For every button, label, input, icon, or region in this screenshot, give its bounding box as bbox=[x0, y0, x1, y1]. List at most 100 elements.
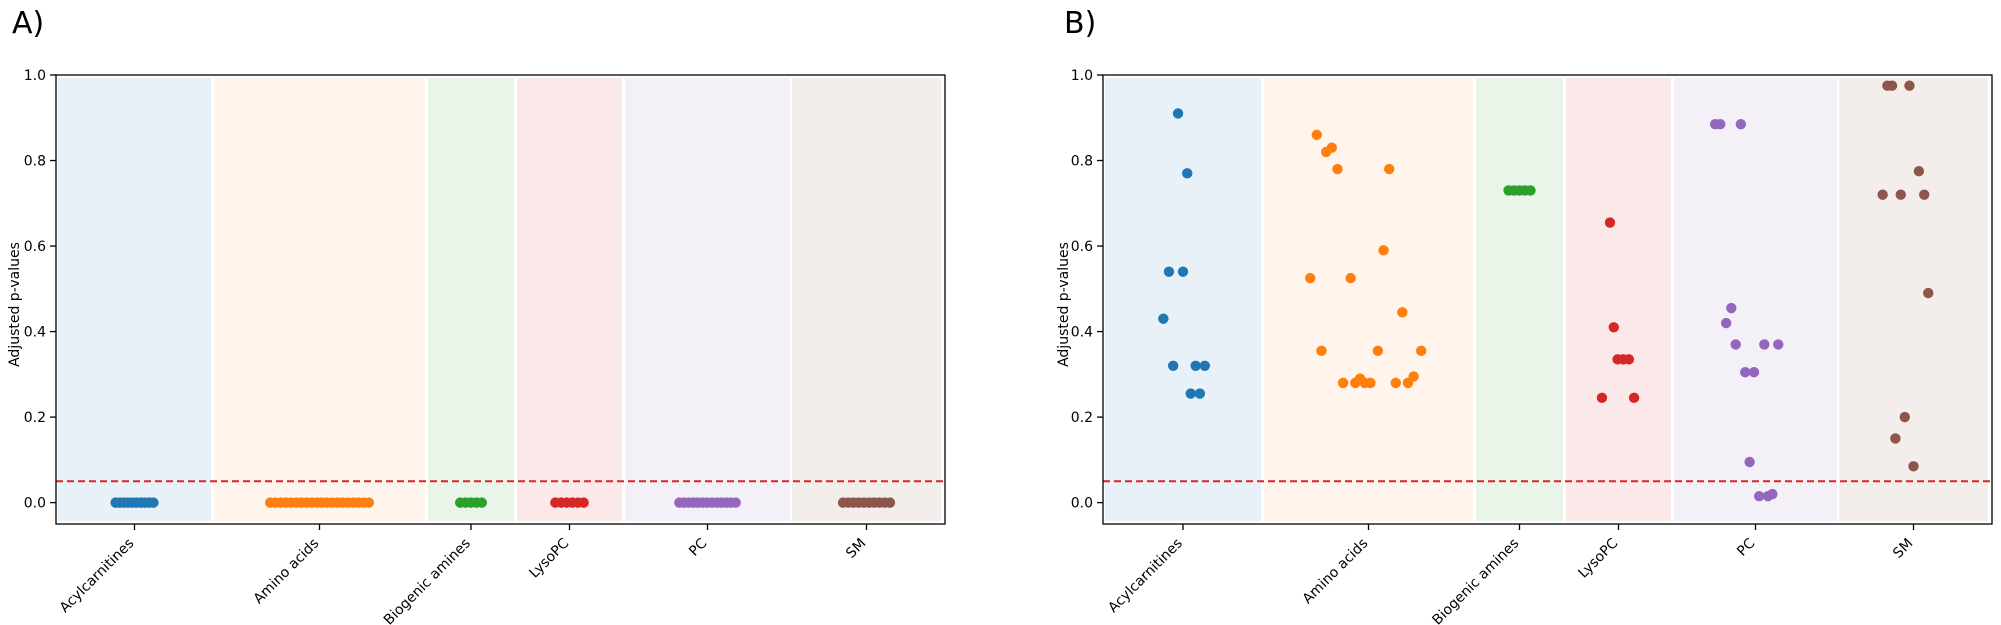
data-point bbox=[1372, 345, 1384, 357]
data-point bbox=[884, 497, 896, 508]
data-point bbox=[1608, 322, 1619, 333]
data-point bbox=[1345, 272, 1356, 284]
data-point bbox=[1185, 388, 1196, 399]
x-category-label: PC bbox=[1734, 535, 1758, 559]
category-band bbox=[1476, 78, 1563, 521]
category-band bbox=[214, 78, 425, 521]
data-point bbox=[1744, 456, 1755, 468]
x-category-label: LysoPC bbox=[1575, 535, 1621, 581]
data-point bbox=[1726, 302, 1737, 314]
data-point bbox=[1390, 377, 1401, 389]
category-band bbox=[625, 78, 790, 521]
x-category-label: Acylcarnitines bbox=[57, 536, 138, 617]
data-point bbox=[363, 497, 375, 508]
y-tick-label: 0.2 bbox=[24, 410, 46, 426]
data-point bbox=[1748, 366, 1760, 378]
x-category-label: Biogenic amines bbox=[381, 536, 474, 625]
data-point bbox=[1877, 189, 1888, 200]
data-point bbox=[1899, 411, 1910, 423]
data-point bbox=[1923, 287, 1934, 299]
y-tick-label: 0.4 bbox=[24, 325, 46, 341]
x-category-label: Biogenic amines bbox=[1429, 536, 1522, 625]
data-point bbox=[1383, 163, 1395, 175]
data-point bbox=[1740, 366, 1751, 378]
data-point bbox=[1890, 433, 1901, 444]
category-band bbox=[428, 78, 514, 521]
data-point bbox=[1378, 245, 1389, 256]
data-point bbox=[1886, 80, 1898, 91]
data-point bbox=[1735, 118, 1747, 130]
data-point bbox=[1304, 272, 1316, 284]
x-category-label: LysoPC bbox=[526, 535, 572, 581]
y-tick-label: 1.0 bbox=[24, 68, 46, 84]
category-band bbox=[1674, 78, 1837, 521]
y-tick-label: 0.2 bbox=[1071, 410, 1093, 426]
y-tick-label: 0.8 bbox=[24, 154, 46, 170]
data-point bbox=[1332, 163, 1343, 175]
data-point bbox=[1337, 377, 1349, 389]
category-band bbox=[58, 78, 211, 521]
data-point bbox=[1596, 392, 1608, 404]
data-point bbox=[1326, 142, 1338, 153]
x-category-label: SM bbox=[843, 536, 869, 562]
data-point bbox=[1199, 360, 1210, 371]
data-point bbox=[1730, 339, 1741, 350]
data-point bbox=[1913, 166, 1925, 177]
y-tick-label: 0.6 bbox=[1071, 239, 1093, 255]
data-point bbox=[1158, 313, 1169, 324]
data-point bbox=[1163, 266, 1175, 277]
data-point bbox=[1759, 339, 1770, 350]
data-point bbox=[1408, 371, 1419, 382]
data-point bbox=[1311, 129, 1322, 141]
panel-label: A) bbox=[12, 6, 44, 41]
data-point bbox=[1908, 461, 1919, 472]
data-point bbox=[1753, 491, 1765, 502]
data-point bbox=[1773, 339, 1784, 350]
x-category-label: PC bbox=[686, 535, 710, 559]
data-point bbox=[1715, 118, 1726, 130]
data-point bbox=[1365, 377, 1376, 389]
y-tick-label: 0.4 bbox=[1071, 325, 1093, 341]
data-point bbox=[1767, 488, 1778, 500]
panel-label: B) bbox=[1064, 6, 1096, 41]
category-band bbox=[792, 78, 941, 521]
y-tick-label: 0.8 bbox=[1071, 154, 1093, 170]
category-band bbox=[1566, 78, 1671, 521]
plot-frame bbox=[55, 74, 946, 525]
data-point bbox=[476, 497, 488, 508]
panel-b-chart: B) 0.0 0.2 0.4 0.6 0.8 1.0 Adjusted p-values Acy… bbox=[1056, 6, 1993, 625]
y-tick-label: 0.6 bbox=[24, 239, 46, 255]
data-point bbox=[1397, 307, 1408, 318]
data-point bbox=[1623, 354, 1635, 365]
data-point bbox=[1182, 168, 1193, 179]
data-point bbox=[1628, 392, 1640, 404]
data-point bbox=[1919, 189, 1930, 200]
category-band bbox=[517, 78, 622, 521]
data-point bbox=[1604, 217, 1616, 228]
data-point bbox=[1167, 360, 1179, 371]
panel-a-chart: A) 0.0 0.2 0.4 0.6 0.8 1.0 Adjusted p-values Acy… bbox=[7, 6, 946, 625]
data-point bbox=[578, 497, 589, 508]
data-point bbox=[1525, 185, 1536, 196]
data-point bbox=[1415, 345, 1427, 357]
category-band bbox=[1105, 78, 1261, 521]
plot-frame bbox=[1102, 74, 1993, 525]
data-point bbox=[1194, 388, 1206, 399]
y-axis-title: Adjusted p-values bbox=[7, 242, 23, 367]
data-point bbox=[1316, 345, 1327, 357]
y-axis-title: Adjusted p-values bbox=[1056, 242, 1072, 367]
data-point bbox=[1895, 189, 1906, 200]
data-point bbox=[1190, 360, 1201, 371]
data-point bbox=[730, 497, 741, 508]
category-band bbox=[1264, 78, 1473, 521]
x-category-label: Acylcarnitines bbox=[1105, 536, 1186, 617]
data-point bbox=[1177, 266, 1189, 277]
category-band bbox=[1839, 78, 1988, 521]
data-point bbox=[1904, 80, 1915, 91]
data-point bbox=[148, 497, 159, 508]
data-point bbox=[1720, 317, 1732, 329]
x-category-label: SM bbox=[1890, 536, 1916, 562]
data-point bbox=[1172, 108, 1184, 119]
x-category-label: Amino acids bbox=[251, 536, 323, 608]
